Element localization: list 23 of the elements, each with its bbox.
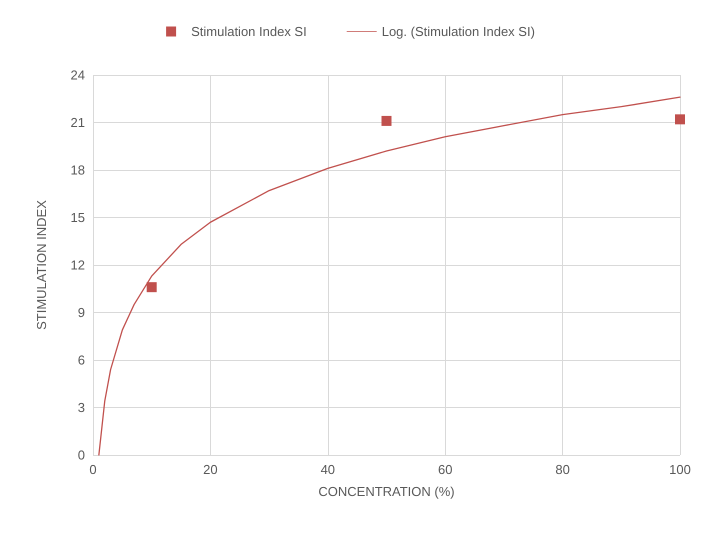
- x-tick-label: 80: [555, 462, 570, 477]
- y-tick-label: 21: [70, 115, 85, 130]
- x-tick-label: 100: [669, 462, 691, 477]
- y-tick-label: 18: [70, 162, 85, 178]
- y-tick-label: 15: [70, 210, 85, 225]
- y-tick-label: 3: [78, 400, 85, 415]
- x-tick-label: 40: [320, 462, 336, 477]
- x-tick-label: 0: [89, 462, 97, 477]
- y-tick-label: 0: [78, 448, 85, 462]
- point: [675, 114, 685, 124]
- y-tick-label: 24: [70, 68, 85, 82]
- x-axis-title: CONCENTRATION (%): [318, 484, 455, 499]
- line-series: [98, 96, 681, 456]
- x-tick-label: 20: [203, 462, 218, 477]
- y-tick-label: 6: [78, 352, 85, 368]
- y-axis-title: STIMULATION INDEX: [34, 200, 49, 330]
- y-tick-label: 12: [70, 258, 85, 272]
- x-tick-label: 60: [438, 462, 452, 477]
- legend-label: Log. (Stimulation Index SI): [382, 24, 535, 39]
- point: [382, 116, 392, 126]
- y-tick-label: 9: [78, 305, 85, 320]
- legend-label: Stimulation Index SI: [191, 24, 307, 39]
- point: [146, 282, 157, 292]
